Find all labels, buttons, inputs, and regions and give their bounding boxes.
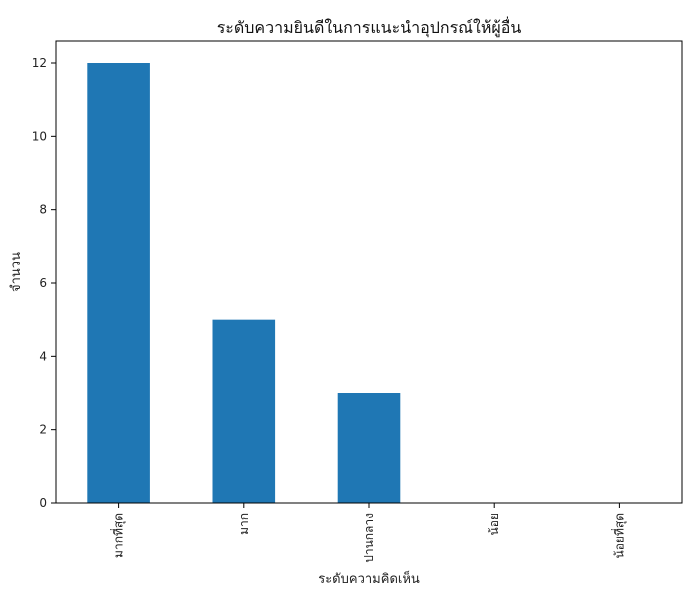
y-tick-label: 12 bbox=[32, 56, 47, 70]
y-tick-label: 8 bbox=[39, 203, 47, 217]
plot-area: 0 2 4 6 8 10 12 มากที่สุด มาก ปานกลาง น้อย น้อยที่ส… bbox=[32, 56, 628, 563]
bar bbox=[212, 319, 276, 503]
y-tick-label: 0 bbox=[39, 496, 47, 510]
bar bbox=[87, 63, 150, 503]
y-tick-label: 2 bbox=[39, 423, 47, 437]
x-tick-label: มาก bbox=[237, 513, 251, 535]
y-tick-label: 4 bbox=[39, 349, 47, 363]
y-tick-label: 6 bbox=[39, 276, 47, 290]
plot-frame bbox=[55, 40, 683, 504]
y-tick-label: 10 bbox=[32, 129, 47, 143]
x-axis-label: ระดับความคิดเห็น bbox=[318, 569, 420, 587]
bar bbox=[337, 393, 401, 503]
x-tick-label: น้อยที่สุด bbox=[610, 513, 627, 558]
x-tick-label: มากที่สุด bbox=[110, 513, 127, 558]
chart-title: ระดับความยินดีในการแนะนำอุปกรณ์ให้ผู้อื่… bbox=[217, 16, 522, 38]
x-tick-label: ปานกลาง bbox=[362, 513, 376, 563]
y-axis-label: จำนวน bbox=[9, 252, 24, 292]
x-tick-label: น้อย bbox=[487, 513, 501, 535]
